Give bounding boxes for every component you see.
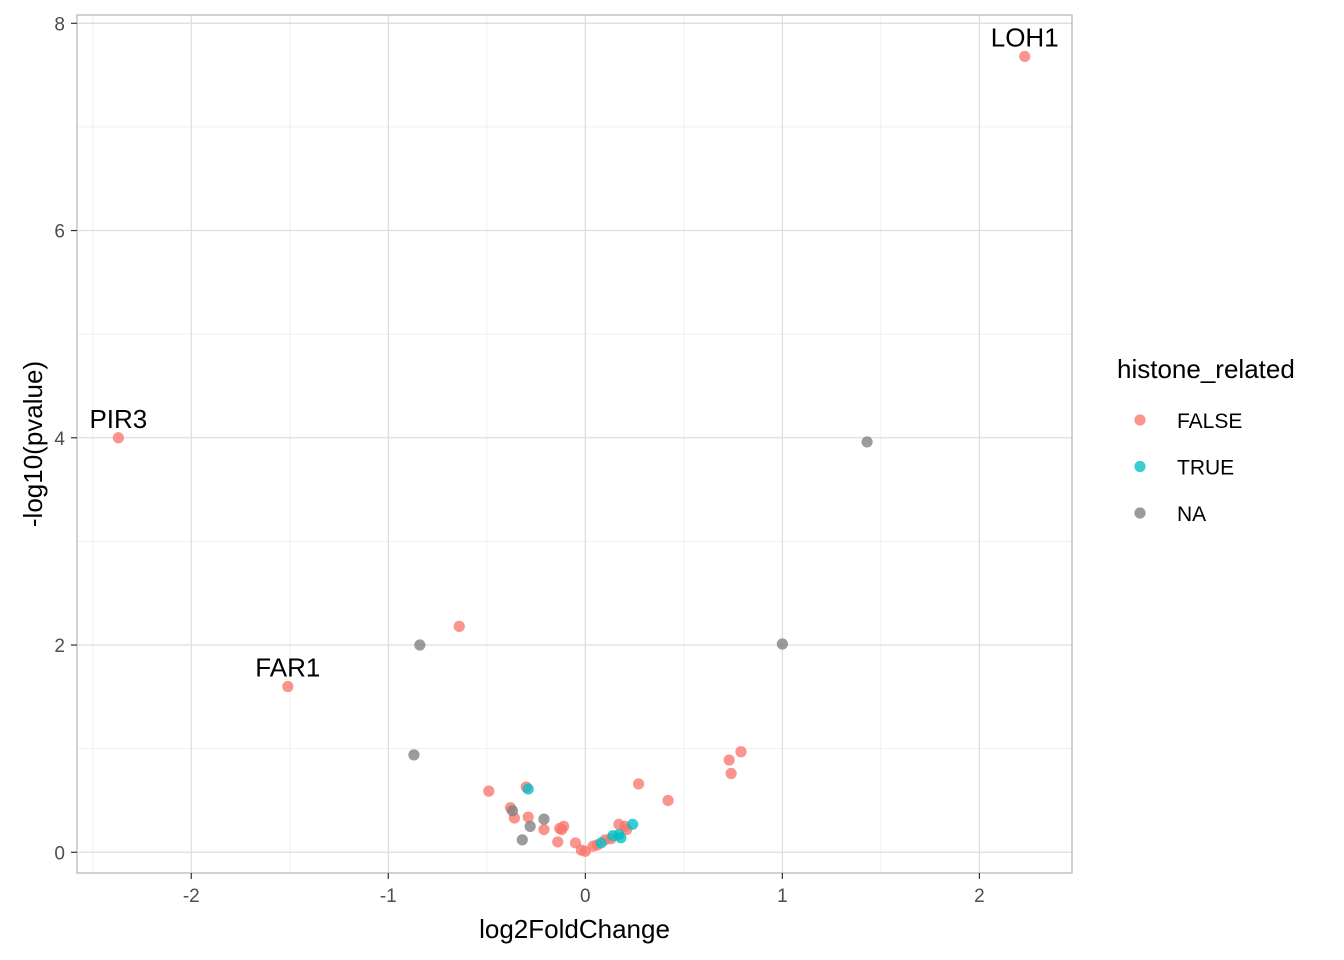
data-point-na <box>408 749 420 761</box>
data-point-na <box>506 805 519 817</box>
major-gridlines <box>77 15 1072 873</box>
data-point-true <box>522 783 534 795</box>
data-point-false <box>282 680 294 693</box>
data-point-false <box>522 811 534 823</box>
point-label: PIR3 <box>89 404 147 434</box>
legend-label: NA <box>1177 503 1206 526</box>
minor-gridlines <box>77 15 1072 873</box>
y-axis-ticks: 0 2 4 6 8 <box>54 14 77 864</box>
y-tick-label: 4 <box>54 429 65 450</box>
point-labels: LOH1 PIR3 FAR1 <box>89 22 1058 682</box>
data-point-false <box>632 778 645 790</box>
legend-key-na <box>1134 507 1146 519</box>
data-point-na <box>776 638 788 650</box>
legend-key-true <box>1134 460 1146 473</box>
data-point-false <box>538 823 550 836</box>
data-points <box>112 50 1031 857</box>
panel-border <box>76 14 1073 874</box>
point-label: FAR1 <box>255 652 320 682</box>
legend: histone_related FALSE TRUE NA <box>1117 354 1295 526</box>
legend-title: histone_related <box>1117 354 1295 384</box>
data-point-true <box>627 818 639 830</box>
data-point-false <box>735 746 747 758</box>
data-point-false <box>552 836 564 848</box>
x-axis-ticks: -2 -1 0 1 2 <box>183 873 985 907</box>
y-tick-label: 6 <box>54 222 65 243</box>
data-point-true <box>615 832 627 844</box>
x-tick-label: -2 <box>183 886 200 907</box>
data-point-false <box>112 432 124 444</box>
data-point-na <box>414 639 426 651</box>
data-point-false <box>558 820 570 832</box>
legend-label: FALSE <box>1177 410 1242 433</box>
data-point-false <box>725 767 737 780</box>
legend-label: TRUE <box>1177 457 1234 480</box>
x-axis-title: log2FoldChange <box>479 914 670 944</box>
data-point-na <box>524 820 536 832</box>
y-tick-label: 0 <box>54 843 65 864</box>
x-tick-label: 1 <box>777 886 788 907</box>
x-tick-label: 0 <box>580 886 591 907</box>
y-tick-label: 8 <box>54 14 65 35</box>
point-label: LOH1 <box>991 22 1059 52</box>
data-point-true <box>595 837 607 849</box>
data-point-na <box>861 436 873 448</box>
data-point-false <box>723 754 735 766</box>
data-point-na <box>538 813 550 825</box>
y-tick-label: 2 <box>54 636 65 657</box>
x-tick-label: -1 <box>380 886 397 907</box>
data-point-false <box>662 794 674 807</box>
data-point-false <box>1019 50 1031 63</box>
data-point-false <box>453 620 465 632</box>
data-point-na <box>516 834 528 846</box>
legend-key-false <box>1134 414 1146 426</box>
x-tick-label: 2 <box>974 886 985 907</box>
data-point-false <box>483 785 495 797</box>
y-axis-title: -log10(pvalue) <box>18 361 48 527</box>
data-point-false <box>579 845 591 857</box>
